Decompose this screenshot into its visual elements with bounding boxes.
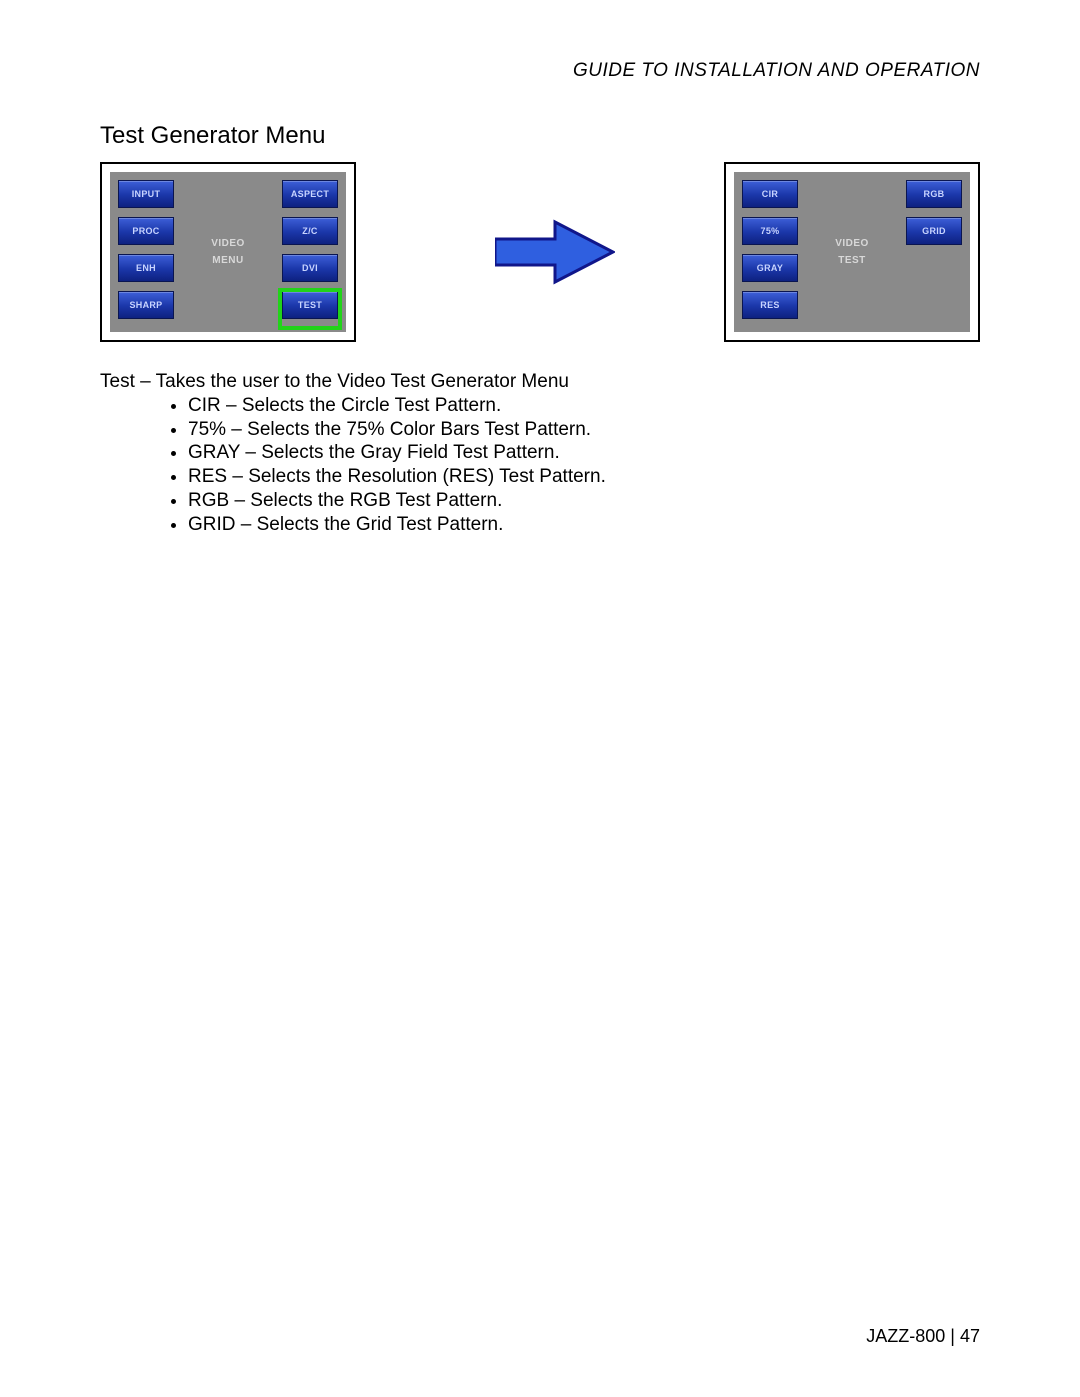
page-footer: JAZZ-800 | 47 — [866, 1326, 980, 1347]
cir-button[interactable]: CIR — [742, 180, 798, 208]
center-label-line1: VIDEO — [211, 238, 245, 249]
panels-row: INPUT PROC ENH SHARP VIDEO MENU ASPECT Z… — [100, 162, 980, 342]
center-label-line2: MENU — [212, 255, 243, 266]
left-button-column: INPUT PROC ENH SHARP — [118, 180, 174, 324]
input-button[interactable]: INPUT — [118, 180, 174, 208]
arrow-icon — [495, 217, 615, 287]
test-highlight-box — [278, 288, 342, 330]
enh-button[interactable]: ENH — [118, 254, 174, 282]
75pct-button[interactable]: 75% — [742, 217, 798, 245]
res-button[interactable]: RES — [742, 291, 798, 319]
zc-button[interactable]: Z/C — [282, 217, 338, 245]
sharp-button[interactable]: SHARP — [118, 291, 174, 319]
bullet-item: GRAY – Selects the Gray Field Test Patte… — [188, 441, 980, 465]
footer-page: 47 — [960, 1326, 980, 1346]
grid-button[interactable]: GRID — [906, 217, 962, 245]
left-button-column: CIR 75% GRAY RES — [742, 180, 798, 324]
arrow-container — [356, 217, 724, 287]
panel-center-label: VIDEO MENU — [174, 180, 282, 324]
bullet-item: RGB – Selects the RGB Test Pattern. — [188, 489, 980, 513]
bullet-item: CIR – Selects the Circle Test Pattern. — [188, 394, 980, 418]
right-button-column: RGB GRID — [906, 180, 962, 324]
bullet-item: 75% – Selects the 75% Color Bars Test Pa… — [188, 418, 980, 442]
video-test-panel: CIR 75% GRAY RES VIDEO TEST RGB GRID — [734, 172, 970, 332]
bullet-item: GRID – Selects the Grid Test Pattern. — [188, 513, 980, 537]
bullet-item: RES – Selects the Resolution (RES) Test … — [188, 465, 980, 489]
aspect-button[interactable]: ASPECT — [282, 180, 338, 208]
footer-model: JAZZ-800 — [866, 1326, 945, 1346]
section-title: Test Generator Menu — [100, 122, 980, 150]
video-menu-panel-frame: INPUT PROC ENH SHARP VIDEO MENU ASPECT Z… — [100, 162, 356, 342]
footer-sep: | — [945, 1326, 960, 1346]
video-test-panel-frame: CIR 75% GRAY RES VIDEO TEST RGB GRID — [724, 162, 980, 342]
dvi-button[interactable]: DVI — [282, 254, 338, 282]
arrow-shape — [495, 222, 613, 282]
bullet-list: CIR – Selects the Circle Test Pattern. 7… — [100, 394, 980, 537]
video-menu-panel: INPUT PROC ENH SHARP VIDEO MENU ASPECT Z… — [110, 172, 346, 332]
document-header: GUIDE TO INSTALLATION AND OPERATION — [100, 60, 980, 82]
center-label-line1: VIDEO — [835, 238, 869, 249]
gray-button[interactable]: GRAY — [742, 254, 798, 282]
proc-button[interactable]: PROC — [118, 217, 174, 245]
description-text: Test – Takes the user to the Video Test … — [100, 370, 980, 394]
center-label-line2: TEST — [838, 255, 866, 266]
rgb-button[interactable]: RGB — [906, 180, 962, 208]
panel-center-label: VIDEO TEST — [798, 180, 906, 324]
